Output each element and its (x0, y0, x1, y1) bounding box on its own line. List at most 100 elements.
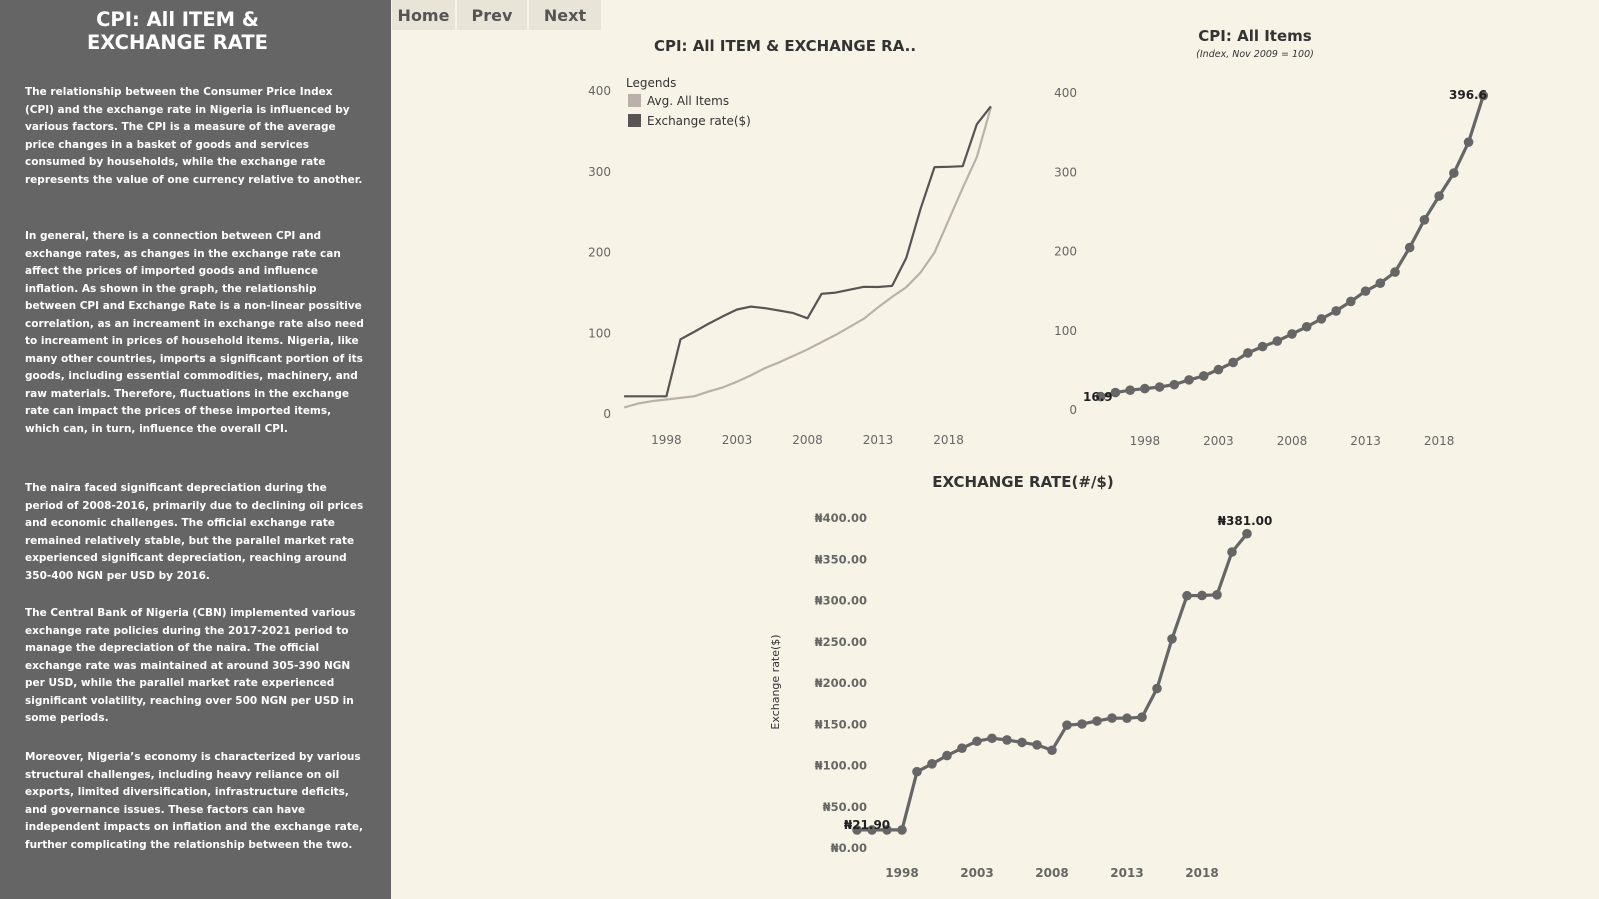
exchange-chart-title: EXCHANGE RATE(#/$) (932, 473, 1113, 491)
paragraph-depreciation: The naira faced significant depreciation… (25, 482, 364, 582)
data-point[interactable] (1243, 348, 1253, 358)
data-point[interactable] (1198, 371, 1209, 381)
y-tick-label: ₦350.00 (815, 552, 867, 566)
exchange-rate-chart: EXCHANGE RATE(#/$) Exchange rate($) ₦0.0… (769, 473, 1272, 880)
data-point[interactable] (1140, 383, 1150, 394)
data-point[interactable] (1017, 737, 1027, 748)
x-tick-label: 1998 (1130, 434, 1161, 448)
series-line (857, 532, 1249, 832)
y-tick-label: 300 (1054, 165, 1077, 179)
data-point[interactable] (1287, 329, 1297, 339)
paragraph-cpi-intro: The relationship between the Consumer Pr… (25, 86, 363, 186)
data-point[interactable] (1375, 278, 1386, 289)
prev-button[interactable]: Prev (457, 0, 527, 30)
y-tick-label: ₦150.00 (815, 717, 867, 731)
x-tick-label: 2018 (1424, 434, 1455, 448)
data-point[interactable] (1478, 90, 1489, 101)
data-point[interactable] (1137, 712, 1147, 722)
data-point[interactable] (867, 825, 877, 835)
data-point[interactable] (1272, 336, 1283, 346)
combined-chart: CPI: All ITEM & EXCHANGE RA.. Legends Av… (588, 37, 992, 447)
data-point[interactable] (972, 736, 982, 747)
data-point[interactable] (1167, 634, 1177, 644)
data-point[interactable] (927, 759, 937, 769)
legend-swatch-avg (628, 94, 641, 107)
cpi-chart: CPI: All Items (Index, Nov 2009 = 100) 0… (1054, 27, 1489, 448)
data-point[interactable] (1092, 716, 1102, 726)
x-tick-label: 2013 (1350, 434, 1381, 448)
data-point[interactable] (912, 766, 922, 777)
data-point[interactable] (1169, 379, 1180, 390)
y-tick-label: 400 (588, 84, 611, 98)
x-tick-label: 2018 (933, 433, 964, 447)
data-point[interactable] (1301, 321, 1312, 332)
x-tick-label: 2008 (792, 433, 823, 447)
data-point[interactable] (987, 733, 997, 744)
x-tick-label: 1998 (651, 433, 682, 447)
data-point[interactable] (1125, 385, 1135, 395)
y-tick-label: ₦300.00 (815, 594, 867, 608)
data-point[interactable] (1360, 286, 1371, 296)
data-point[interactable] (1152, 683, 1162, 694)
data-point[interactable] (1404, 242, 1415, 253)
data-point[interactable] (1182, 590, 1192, 601)
sidebar-title: CPI: All ITEM & EXCHANGE RATE (86, 8, 269, 54)
data-point[interactable] (1197, 590, 1207, 601)
data-point[interactable] (1434, 191, 1444, 201)
paragraph-connection: In general, there is a connection betwee… (25, 230, 364, 435)
y-tick-label: ₦0.00 (831, 841, 867, 855)
data-point[interactable] (1212, 590, 1222, 600)
data-point[interactable] (1184, 375, 1194, 385)
data-point[interactable] (1154, 382, 1165, 392)
data-point[interactable] (1390, 267, 1400, 277)
legend-swatch-exchange (628, 114, 641, 127)
series-line (624, 105, 992, 398)
y-tick-label: ₦100.00 (815, 759, 867, 773)
y-tick-label: 100 (588, 326, 611, 340)
data-point[interactable] (1047, 745, 1057, 756)
y-tick-label: ₦400.00 (815, 511, 867, 525)
data-point[interactable] (957, 743, 967, 753)
x-tick-label: 2018 (1185, 866, 1218, 880)
sidebar: CPI: All ITEM & EXCHANGE RATE The relati… (0, 0, 391, 899)
data-point[interactable] (897, 825, 907, 835)
data-point[interactable] (1242, 528, 1252, 539)
data-point[interactable] (1122, 713, 1132, 724)
data-point[interactable] (1032, 740, 1042, 750)
x-tick-label: 2008 (1035, 866, 1068, 880)
cpi-last-value-label: 396.6 (1449, 88, 1487, 102)
data-point[interactable] (1419, 215, 1430, 225)
data-point[interactable] (1463, 137, 1474, 147)
x-tick-label: 2013 (863, 433, 894, 447)
data-point[interactable] (942, 750, 952, 761)
data-point[interactable] (1110, 387, 1121, 398)
data-point[interactable] (1316, 314, 1327, 324)
data-point[interactable] (1062, 720, 1072, 730)
data-point[interactable] (1346, 296, 1356, 307)
data-point[interactable] (1227, 547, 1237, 557)
next-button[interactable]: Next (529, 0, 601, 30)
exchange-last-value-label: ₦381.00 (1218, 514, 1273, 528)
data-point[interactable] (1228, 357, 1238, 368)
data-point[interactable] (1213, 364, 1224, 375)
x-tick-label: 2003 (1203, 434, 1234, 448)
x-tick-label: 2003 (960, 866, 993, 880)
data-point[interactable] (1095, 391, 1106, 402)
y-tick-label: 0 (603, 407, 611, 421)
y-tick-label: ₦50.00 (823, 800, 867, 814)
combined-chart-title: CPI: All ITEM & EXCHANGE RA.. (654, 37, 916, 55)
x-tick-label: 2003 (722, 433, 753, 447)
y-tick-label: ₦200.00 (815, 676, 867, 690)
data-point[interactable] (882, 825, 892, 835)
home-button[interactable]: Home (392, 0, 455, 30)
legend-label-exchange: Exchange rate($) (647, 114, 751, 128)
data-point[interactable] (1107, 713, 1117, 723)
data-point[interactable] (1002, 735, 1012, 745)
y-tick-label: ₦250.00 (815, 635, 867, 649)
data-point[interactable] (1331, 306, 1341, 316)
data-point[interactable] (1449, 168, 1459, 178)
data-point[interactable] (1077, 719, 1087, 729)
data-point[interactable] (1257, 341, 1268, 352)
data-point[interactable] (852, 825, 862, 835)
